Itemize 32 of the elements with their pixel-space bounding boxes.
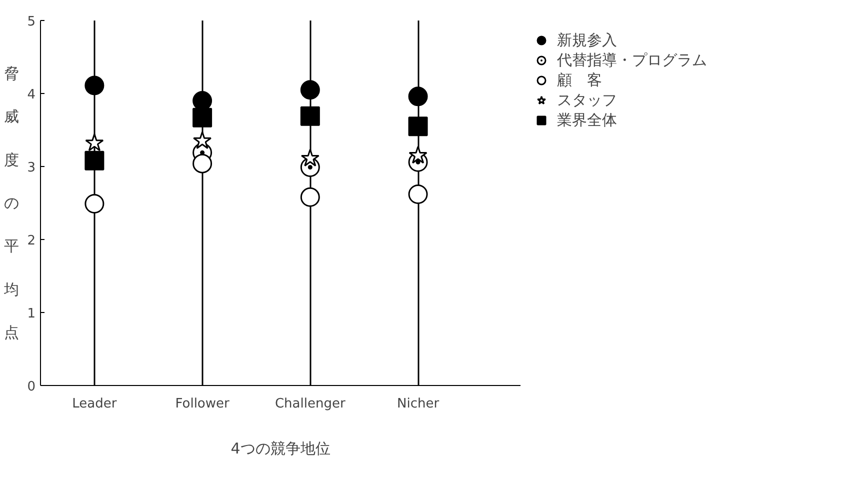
point	[408, 146, 428, 164]
point	[300, 106, 320, 126]
x-tick-label: Leader	[72, 396, 118, 412]
point	[192, 154, 212, 174]
y-tick-label: 0	[27, 380, 36, 394]
legend-label: スタッフ	[557, 90, 617, 110]
point	[84, 194, 104, 214]
x-axis-title: 4つの競争地位	[230, 440, 330, 458]
point	[192, 108, 212, 128]
text: 脅威度の平均点	[4, 64, 20, 342]
x-tick-label: Follower	[175, 396, 230, 412]
y-tick-label: 2	[27, 234, 36, 248]
point	[84, 150, 104, 170]
point	[192, 131, 212, 149]
point	[300, 80, 320, 100]
legend-label: 新規参入	[557, 30, 617, 50]
point	[300, 148, 320, 166]
point	[408, 184, 428, 204]
y-tick-label: 4	[27, 88, 36, 102]
x-tick-label: Challenger	[274, 396, 346, 412]
point	[84, 76, 104, 96]
x-tick-label: Nicher	[396, 396, 440, 412]
point	[85, 133, 104, 152]
point	[408, 86, 428, 106]
legend-label: 業界全体	[557, 110, 617, 130]
point	[300, 187, 320, 207]
y-tick-label: 5	[27, 14, 36, 30]
point	[408, 116, 428, 136]
legend-label: 顧 客	[557, 70, 602, 90]
legend-label: 代替指導・プログラム	[557, 50, 707, 70]
y-tick-label: 1	[27, 306, 36, 322]
y-tick-label: 3	[27, 160, 36, 176]
